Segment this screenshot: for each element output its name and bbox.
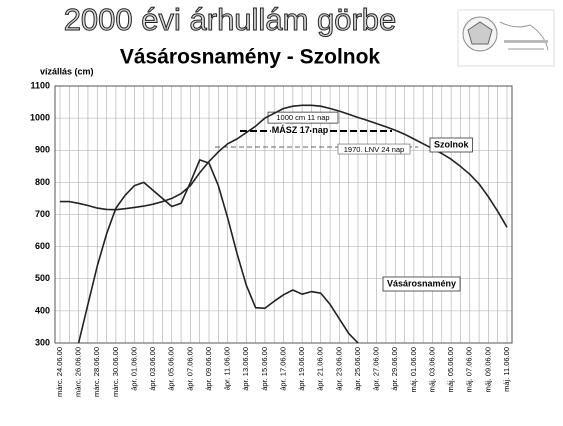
y-tick-label: 1100 <box>30 80 50 90</box>
legend-label: Szolnok <box>434 139 469 149</box>
x-tick-label: ápr. 13.06.00 <box>241 347 250 391</box>
annotation-box <box>337 143 411 155</box>
x-tick-label: ápr. 29.06.00 <box>390 347 399 391</box>
plot-frame <box>54 85 513 344</box>
x-tick-label: ápr. 05.06.00 <box>167 347 176 391</box>
x-tick-label: máj. 03.06.00 <box>427 347 436 392</box>
annotation-label: 1000 cm 11 nap <box>276 113 329 122</box>
series-line <box>77 159 359 344</box>
x-tick-label: márc. 28.06.00 <box>92 347 101 397</box>
annotation-label: MÁSZ 17 nap <box>272 125 329 135</box>
x-tick-label: ápr. 11.06.00 <box>223 347 232 390</box>
x-tick-label: máj. 05.06.00 <box>446 347 455 392</box>
y-tick-label: 1000 <box>30 113 50 123</box>
chart-subtitle: Vásárosnamény - Szolnok <box>120 46 381 69</box>
x-tick-label: ápr. 03.06.00 <box>148 347 157 391</box>
logo-caption <box>504 40 548 43</box>
x-tick-label: ápr. 27.06.00 <box>372 347 381 391</box>
y-tick-label: 400 <box>35 305 50 315</box>
legend-label: Vásárosnamény <box>387 278 456 288</box>
x-tick-label: ápr. 17.06.00 <box>278 347 287 391</box>
x-tick-label: máj. 07.06.00 <box>465 347 474 392</box>
x-tick-label: máj. 11.06.00 <box>502 347 511 392</box>
y-tick-label: 900 <box>35 145 50 155</box>
x-tick-label: ápr. 19.06.00 <box>297 347 306 391</box>
y-tick-label: 800 <box>35 177 50 187</box>
logo-caption <box>508 48 544 50</box>
legend-box <box>429 137 473 153</box>
logo-shape <box>467 21 493 45</box>
y-tick-label: 500 <box>35 273 50 283</box>
x-tick-label: márc. 30.06.00 <box>111 347 120 397</box>
x-tick-label: ápr. 21.06.00 <box>316 347 325 391</box>
x-tick-label: márc. 26.06.00 <box>74 347 83 397</box>
x-tick-label: máj. 09.06.00 <box>483 347 492 392</box>
y-axis-label: vízállás (cm) <box>40 66 94 76</box>
chart-title: 2000 évi árhullám görbe <box>64 2 397 37</box>
y-tick-label: 700 <box>35 209 50 219</box>
annotation-label: 1970. LNV 24 nap <box>344 145 404 154</box>
y-tick-label: 600 <box>35 241 50 251</box>
x-tick-label: ápr. 01.06.00 <box>129 347 138 391</box>
x-tick-label: ápr. 09.06.00 <box>204 347 213 391</box>
x-tick-label: ápr. 25.06.00 <box>353 347 362 391</box>
x-tick-label: márc. 24.06.00 <box>55 347 64 397</box>
logo <box>457 9 555 67</box>
x-tick-label: ápr. 23.06.00 <box>334 347 343 391</box>
legend-box <box>382 276 461 292</box>
x-tick-label: máj. 01.06.00 <box>409 347 418 392</box>
annotation-box <box>267 111 339 124</box>
x-tick-label: ápr. 15.06.00 <box>260 347 269 391</box>
y-tick-label: 300 <box>35 337 50 347</box>
x-tick-label: ápr. 07.06.00 <box>185 347 194 391</box>
